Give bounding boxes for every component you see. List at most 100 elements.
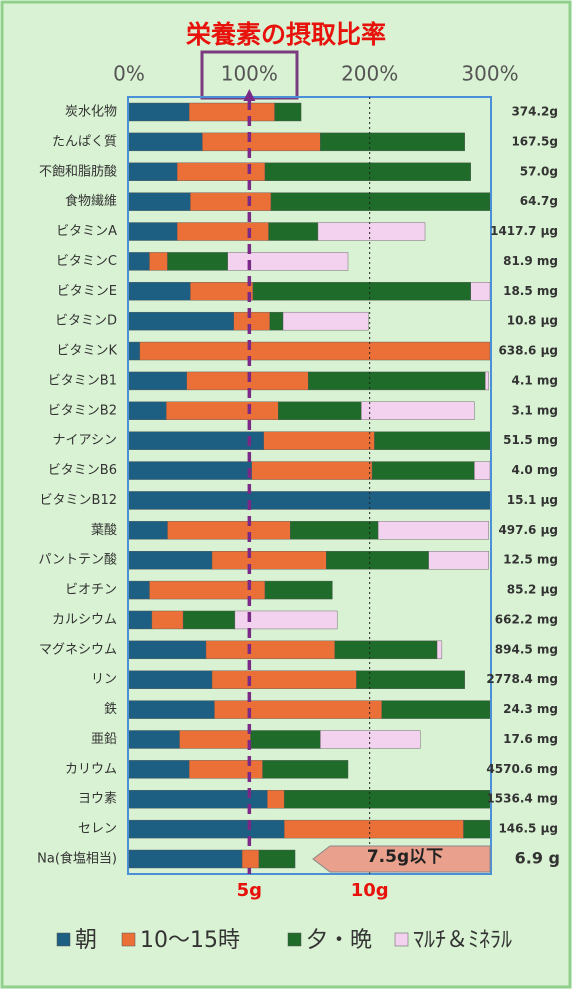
bar-segment [290, 521, 379, 540]
amount-label: 85.2 μg [507, 583, 558, 597]
category-label: ビタミンA [56, 224, 117, 239]
bar-segment [129, 760, 190, 779]
bar-segment [436, 640, 443, 660]
bar-segment [252, 282, 471, 301]
bar-segment [190, 192, 272, 211]
bar-segment [250, 730, 321, 749]
amount-label: 81.9 mg [503, 254, 558, 268]
bar-segment [326, 551, 429, 570]
bar-segment [262, 760, 349, 779]
amount-label: 10.8 μg [507, 314, 558, 328]
legend-label: 10～15時 [140, 928, 240, 953]
limit-label: 7.5g以下 [367, 847, 443, 867]
bar-segment [176, 162, 266, 181]
bar-segment [149, 252, 168, 271]
bar-segment [129, 461, 252, 480]
bar-segment [278, 401, 362, 420]
bar-segment [129, 162, 178, 181]
amount-label: 15.1 μg [507, 493, 558, 507]
legend-swatch [56, 932, 71, 947]
x-tick-label: 100% [221, 62, 278, 86]
category-label: 鉄 [104, 702, 117, 717]
bar-segment [188, 760, 263, 779]
x-tick-label: 300% [461, 62, 518, 86]
bar-segment [308, 371, 486, 391]
x-tick-label: 10g [351, 880, 389, 901]
x-tick-label: 200% [341, 62, 398, 86]
category-label: ビタミンB6 [48, 463, 117, 478]
bar-segment [129, 192, 191, 211]
bar-segment [151, 610, 184, 630]
bar-segment [268, 222, 319, 241]
bar-segment [129, 521, 168, 540]
bar-segment [167, 521, 291, 540]
category-label: たんぱく質 [52, 134, 117, 149]
bar-segment [128, 849, 243, 869]
bars [129, 102, 490, 839]
bar-segment [374, 431, 490, 450]
amount-label: 12.5 mg [503, 553, 558, 567]
bar-segment [320, 730, 421, 749]
bar-segment [129, 311, 234, 331]
bar-segment [166, 401, 279, 420]
bar-segment [179, 730, 251, 749]
category-label: 食物繊維 [65, 193, 117, 209]
bar-segment [129, 102, 190, 122]
category-label: ビタミンC [56, 254, 117, 269]
amount-label: 4.1 mg [511, 373, 558, 387]
x-tick-label: 5g [237, 880, 262, 901]
bar-segment [371, 461, 475, 480]
bar-segment [334, 640, 438, 660]
bar-segment [129, 341, 141, 361]
bar-segment [129, 580, 150, 600]
bar-segment [270, 192, 490, 211]
bar-segment [320, 132, 465, 152]
bar-segment [205, 640, 335, 660]
amount-label: 1417.7 μg [490, 224, 558, 238]
category-label: ナイアシン [53, 433, 117, 448]
bar-segment [484, 371, 489, 391]
bar-segment [129, 551, 213, 570]
bar-segment [129, 252, 150, 271]
bar-segment [129, 431, 264, 450]
bar-segment [176, 222, 269, 241]
bar-segment [227, 252, 349, 271]
limit-arrow [312, 845, 491, 873]
category-label: カリウム [65, 762, 117, 777]
bar-segment [474, 461, 490, 480]
category-label: ビオチン [65, 583, 117, 598]
bar-segment [129, 700, 215, 719]
bar-segment [129, 491, 490, 510]
category-label: 炭水化物 [65, 105, 117, 120]
bar-segment [269, 311, 284, 331]
category-label: パントテン酸 [38, 553, 117, 568]
category-label: 葉酸 [91, 523, 117, 538]
bar-segment [129, 819, 285, 839]
amount-label: 497.6 μg [498, 523, 558, 537]
plot-frame [127, 96, 492, 875]
amount-label: 4570.6 mg [486, 762, 558, 776]
amount-label: 18.5 mg [503, 284, 558, 298]
bar-segment [282, 311, 369, 331]
bar-segment [211, 551, 327, 570]
category-label: セレン [78, 822, 117, 837]
amount-label: 2778.4 mg [486, 672, 558, 686]
bar-segment [463, 819, 490, 839]
category-label: ヨウ素 [78, 792, 117, 807]
bar-segment [233, 311, 270, 331]
bar-segment [129, 401, 167, 420]
bar-segment [214, 700, 382, 719]
bar-segment [264, 580, 333, 600]
bar-segment [258, 849, 296, 869]
total-label: 6.9 g [515, 849, 560, 868]
bar-segment [129, 670, 213, 689]
x-tick-label: 0% [113, 62, 145, 86]
category-label: リン [91, 672, 117, 687]
bar-segment [317, 222, 426, 241]
amount-label: 51.5 mg [503, 433, 558, 447]
category-label: ビタミンD [55, 314, 117, 329]
amount-label: 3.1 mg [511, 403, 558, 417]
bar-segment [356, 670, 465, 689]
category-label: 不飽和脂肪酸 [39, 163, 117, 179]
